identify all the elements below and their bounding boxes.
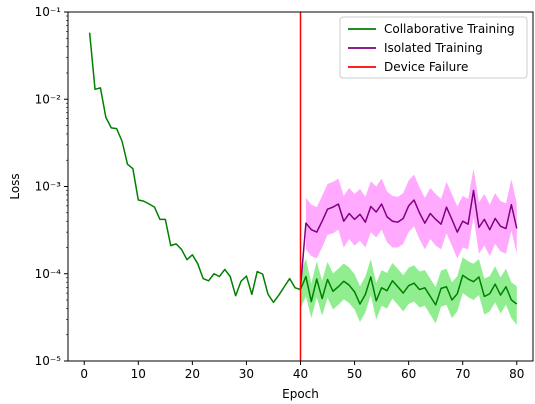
x-axis-ticks: 0 10 20 30 40 50 60 70 80 xyxy=(80,361,524,381)
x-tick-label: 0 xyxy=(80,367,88,381)
collaborative-training-band xyxy=(300,257,517,325)
y-tick-label: 10⁻⁴ xyxy=(35,267,62,281)
collaborative-training-line xyxy=(88,32,518,306)
isolated-training-band xyxy=(305,168,517,259)
y-tick-label: 10⁻¹ xyxy=(35,5,62,19)
isolated-training-line xyxy=(299,189,518,288)
confidence-bands xyxy=(300,168,517,325)
x-tick-label: 60 xyxy=(401,367,416,381)
x-tick-label: 50 xyxy=(347,367,362,381)
legend-label: Collaborative Training xyxy=(384,22,515,36)
legend-box xyxy=(339,16,528,79)
x-tick-label: 70 xyxy=(455,367,470,381)
x-tick-label: 40 xyxy=(293,367,308,381)
y-axis-ticks: 10⁻⁵ 10⁻⁴ 10⁻³ 10⁻² 10⁻¹ xyxy=(35,5,68,368)
y-tick-label: 10⁻⁵ xyxy=(35,354,62,368)
x-axis-label: Epoch xyxy=(282,387,319,401)
x-tick-label: 80 xyxy=(509,367,524,381)
y-tick-label: 10⁻² xyxy=(35,92,62,106)
legend-label: Isolated Training xyxy=(384,41,483,55)
y-tick-label: 10⁻³ xyxy=(35,180,62,194)
x-tick-label: 30 xyxy=(239,367,254,381)
legend-label: Device Failure xyxy=(384,60,468,74)
y-axis-label: Loss xyxy=(8,173,22,199)
series-lines xyxy=(88,32,518,306)
x-tick-label: 10 xyxy=(131,367,146,381)
legend: Collaborative Training Isolated Training D… xyxy=(339,16,528,79)
x-tick-label: 20 xyxy=(185,367,200,381)
